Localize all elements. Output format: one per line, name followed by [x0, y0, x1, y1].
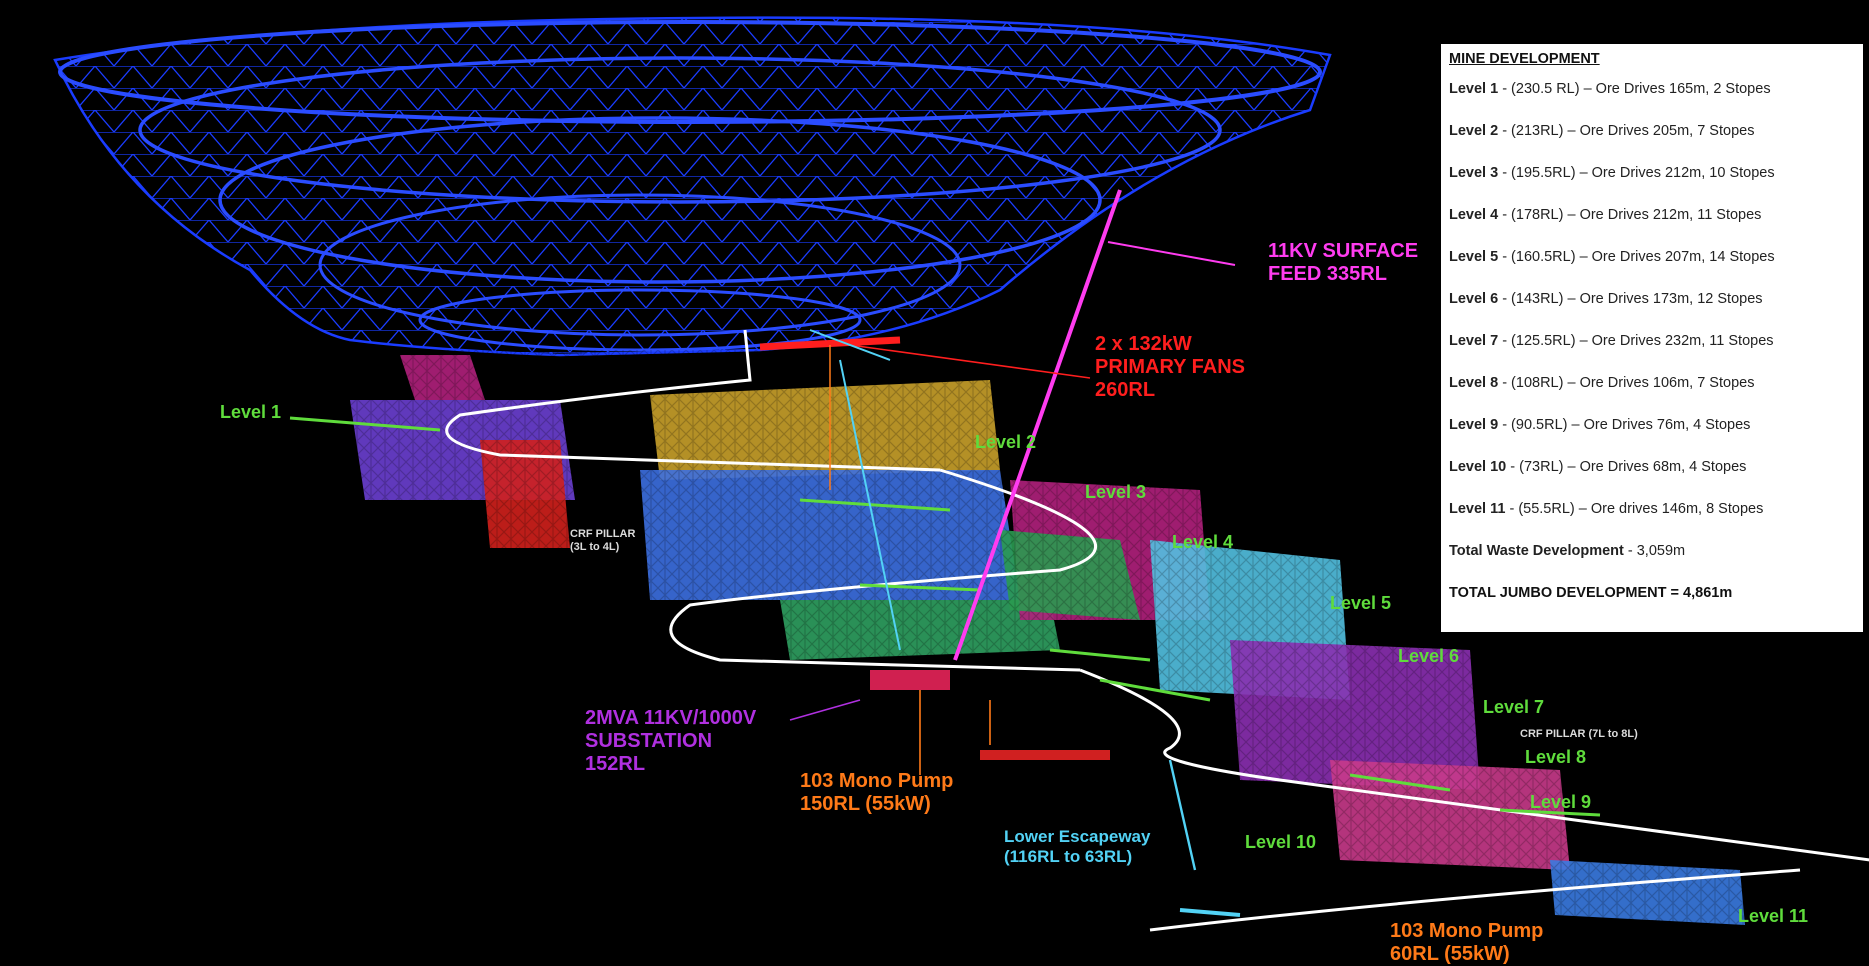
substation-line-1: 2MVA 11KV/1000V [585, 707, 757, 729]
fans-line-3: 260RL [1095, 379, 1156, 401]
level-2-label: Level 2 [975, 432, 1037, 452]
legend-waste-value: - 3,059m [1623, 543, 1686, 559]
ventilation-raise [809, 329, 901, 651]
legend-level-detail: - (55.5RL) – Ore drives 146m, 8 Stopes [1505, 501, 1764, 517]
legend-row-level-4: Level 4 - (178RL) – Ore Drives 212m, 11 … [1449, 204, 1855, 246]
pump-upper-line-2: 150RL (55kW) [800, 793, 931, 815]
legend-waste-label: Total Waste Development [1449, 543, 1624, 559]
legend-level-name: Level 9 [1449, 417, 1499, 433]
legend-row-level-10: Level 10 - (73RL) – Ore Drives 68m, 4 St… [1449, 456, 1855, 498]
legend-row-level-8: Level 8 - (108RL) – Ore Drives 106m, 7 S… [1449, 372, 1855, 414]
mono-pumps [919, 690, 1110, 775]
legend-level-detail: - (195.5RL) – Ore Drives 212m, 10 Stopes [1498, 165, 1775, 181]
legend-level-name: Level 5 [1449, 249, 1499, 265]
pump-lower-line-2: 60RL (55kW) [1390, 943, 1510, 965]
lower-escapeway [1168, 759, 1241, 917]
legend-row-level-7: Level 7 - (125.5RL) – Ore Drives 232m, 1… [1449, 330, 1855, 372]
substation-line-3: 152RL [585, 753, 646, 775]
legend-title: MINE DEVELOPMENT [1449, 51, 1600, 67]
level-11-label: Level 11 [1738, 906, 1809, 926]
level-1-label: Level 1 [220, 402, 282, 422]
legend-row-level-9: Level 9 - (90.5RL) – Ore Drives 76m, 4 S… [1449, 414, 1855, 456]
legend-row-level-11: Level 11 - (55.5RL) – Ore drives 146m, 8… [1449, 498, 1855, 540]
surface-feed-line-1: 11KV SURFACE [1268, 240, 1419, 262]
legend-level-detail: - (230.5 RL) – Ore Drives 165m, 2 Stopes [1498, 81, 1771, 97]
legend-level-detail: - (178RL) – Ore Drives 212m, 11 Stopes [1498, 207, 1762, 223]
open-pit-wireframe [53, 16, 1332, 357]
legend-level-name: Level 7 [1449, 333, 1499, 349]
level-6-label: Level 6 [1398, 646, 1460, 666]
legend-level-detail: - (108RL) – Ore Drives 106m, 7 Stopes [1498, 375, 1755, 391]
crf-pillar-upper-annotation: CRF PILLAR (3L to 4L) [570, 528, 635, 553]
surface-feed-annotation: 11KV SURFACE FEED 335RL [1268, 240, 1418, 286]
substation-line-2: SUBSTATION [585, 730, 713, 752]
legend-row-level-5: Level 5 - (160.5RL) – Ore Drives 207m, 1… [1449, 246, 1855, 288]
level-drives [289, 416, 1601, 817]
legend-level-name: Level 2 [1449, 123, 1499, 139]
substation [789, 670, 950, 721]
legend-level-detail: - (73RL) – Ore Drives 68m, 4 Stopes [1506, 459, 1747, 475]
legend-level-name: Level 11 [1449, 501, 1506, 517]
mono-pump-lower-annotation: 103 Mono Pump 60RL (55kW) [1390, 920, 1543, 966]
stope-blocks [340, 350, 1760, 930]
mono-pump-upper-annotation: 103 Mono Pump 150RL (55kW) [800, 770, 953, 816]
crf-pillar-upper-line-1: CRF PILLAR [570, 528, 636, 540]
surface-feed-line-2: FEED 335RL [1268, 263, 1387, 285]
level-8-label: Level 8 [1525, 747, 1587, 767]
level-10-label: Level 10 [1245, 832, 1317, 852]
level-9-label: Level 9 [1530, 792, 1592, 812]
legend-level-name: Level 10 [1449, 459, 1507, 475]
legend-level-detail: - (213RL) – Ore Drives 205m, 7 Stopes [1498, 123, 1755, 139]
fans-line-2: PRIMARY FANS [1095, 356, 1246, 378]
legend-total: TOTAL JUMBO DEVELOPMENT = 4,861m [1449, 585, 1733, 601]
level-5-label: Level 5 [1330, 593, 1392, 613]
legend-level-name: Level 3 [1449, 165, 1499, 181]
legend-row-level-3: Level 3 - (195.5RL) – Ore Drives 212m, 1… [1449, 162, 1855, 204]
pump-upper-line-1: 103 Mono Pump [800, 770, 954, 792]
legend-level-detail: - (160.5RL) – Ore Drives 207m, 14 Stopes [1498, 249, 1775, 265]
primary-fans [759, 336, 1091, 490]
legend-level-name: Level 6 [1449, 291, 1499, 307]
legend-row-level-2: Level 2 - (213RL) – Ore Drives 205m, 7 S… [1449, 120, 1855, 162]
legend-row-waste: Total Waste Development - 3,059m [1449, 540, 1855, 582]
legend-row-level-6: Level 6 - (143RL) – Ore Drives 173m, 12 … [1449, 288, 1855, 330]
fans-line-1: 2 x 132kW [1095, 333, 1192, 355]
escapeway-line-2: (116RL to 63RL) [1004, 846, 1133, 866]
legend-level-name: Level 1 [1449, 81, 1499, 97]
crf-pillar-lower-annotation: CRF PILLAR (7L to 8L) [1520, 728, 1638, 740]
surface-feed-line [953, 189, 1236, 661]
legend-level-detail: - (90.5RL) – Ore Drives 76m, 4 Stopes [1498, 417, 1751, 433]
primary-fans-annotation: 2 x 132kW PRIMARY FANS 260RL [1095, 333, 1245, 402]
escapeway-line-1: Lower Escapeway [1004, 827, 1151, 846]
escapeway-annotation: Lower Escapeway (116RL to 63RL) [1004, 827, 1150, 866]
mine-development-legend: MINE DEVELOPMENT Level 1 - (230.5 RL) – … [1441, 44, 1863, 632]
legend-level-detail: - (143RL) – Ore Drives 173m, 12 Stopes [1498, 291, 1763, 307]
pump-lower-line-1: 103 Mono Pump [1390, 920, 1544, 942]
crf-pillar-upper-line-2: (3L to 4L) [570, 540, 620, 553]
substation-annotation: 2MVA 11KV/1000V SUBSTATION 152RL [585, 707, 756, 776]
level-4-label: Level 4 [1172, 532, 1234, 552]
legend-row-level-1: Level 1 - (230.5 RL) – Ore Drives 165m, … [1449, 78, 1855, 120]
level-3-label: Level 3 [1085, 482, 1147, 502]
legend-level-detail: - (125.5RL) – Ore Drives 232m, 11 Stopes [1498, 333, 1774, 349]
level-7-label: Level 7 [1483, 697, 1545, 717]
legend-level-name: Level 8 [1449, 375, 1499, 391]
legend-level-name: Level 4 [1449, 207, 1499, 223]
